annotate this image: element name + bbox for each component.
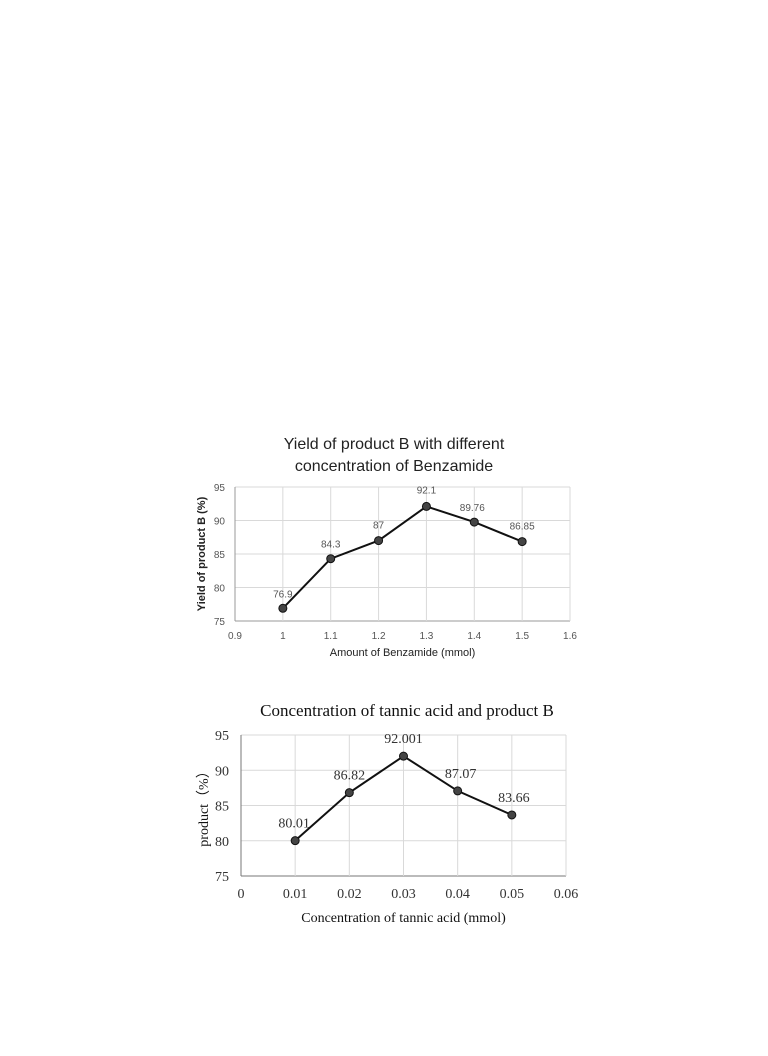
data-label: 83.66 — [498, 791, 530, 806]
data-label: 89.76 — [460, 503, 485, 514]
data-label: 92.001 — [384, 732, 423, 747]
x-tick-label: 0.9 — [228, 631, 242, 642]
data-point — [507, 810, 517, 820]
y-tick-label: 90 — [215, 764, 229, 779]
x-tick-label: 1.1 — [324, 631, 338, 642]
x-tick-label: 0.03 — [391, 887, 416, 902]
x-tick-label: 0.02 — [337, 887, 362, 902]
data-label: 92.1 — [417, 485, 437, 496]
y-tick-label: 90 — [214, 517, 226, 528]
x-axis-label: Amount of Benzamide (mmol) — [330, 647, 476, 659]
y-tick-label: 75 — [215, 870, 229, 885]
y-axis-label: product（%） — [196, 764, 212, 846]
x-tick-label: 1.5 — [515, 631, 529, 642]
data-point — [399, 751, 408, 761]
x-tick-label: 1.2 — [372, 631, 386, 642]
x-tick-label: 0.01 — [283, 887, 308, 902]
data-point — [374, 536, 384, 546]
chart-title-line: Yield of product B with different — [284, 436, 505, 453]
x-tick-label: 1.6 — [563, 631, 577, 642]
x-tick-label: 0.04 — [445, 887, 470, 902]
data-point — [326, 554, 336, 564]
x-tick-label: 0.05 — [500, 887, 525, 902]
data-point — [517, 537, 527, 547]
y-tick-label: 95 — [214, 483, 226, 494]
y-tick-label: 80 — [214, 584, 226, 595]
data-label: 86.82 — [334, 769, 366, 784]
data-label: 84.3 — [321, 540, 341, 551]
data-label: 80.01 — [278, 817, 310, 832]
y-axis-label: Yield of product B (%) — [196, 496, 208, 611]
x-tick-label: 1 — [280, 631, 286, 642]
y-tick-label: 75 — [214, 617, 226, 628]
x-axis-label: Concentration of tannic acid (mmol) — [301, 911, 506, 926]
data-point — [469, 517, 479, 527]
data-point — [290, 836, 300, 846]
data-point — [278, 603, 288, 613]
x-tick-label: 0 — [238, 887, 245, 902]
y-tick-label: 85 — [214, 550, 226, 561]
x-tick-label: 0.06 — [554, 887, 579, 902]
y-tick-label: 85 — [215, 800, 229, 815]
data-point — [344, 788, 354, 798]
chart-title-line: concentration of Benzamide — [295, 458, 493, 475]
chart-title: Concentration of tannic acid and product… — [260, 701, 554, 720]
x-tick-label: 1.4 — [467, 631, 481, 642]
y-tick-label: 80 — [215, 835, 229, 850]
data-label: 76.9 — [273, 589, 293, 600]
data-point — [421, 501, 431, 511]
data-point — [453, 786, 463, 796]
data-label: 87 — [373, 521, 385, 532]
series-line — [282, 505, 523, 609]
data-label: 86.85 — [510, 522, 535, 533]
data-label: 87.07 — [445, 767, 477, 782]
x-tick-label: 1.3 — [419, 631, 433, 642]
y-tick-label: 95 — [215, 729, 229, 744]
